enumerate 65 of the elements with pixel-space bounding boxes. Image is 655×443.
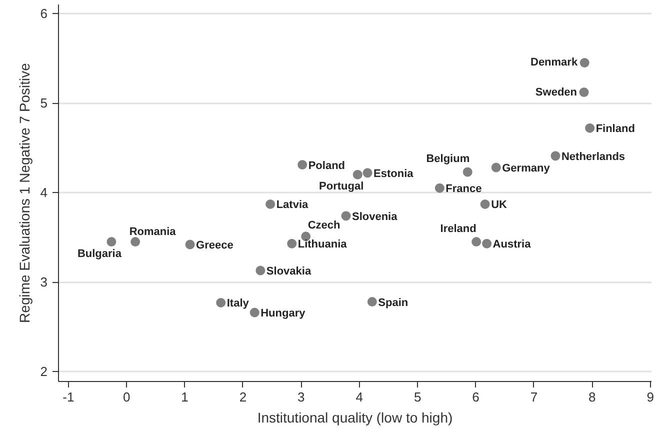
point (266, 199, 276, 209)
y-tick-label: 2 (40, 364, 48, 380)
annotation: Lithuania (298, 238, 348, 251)
annotation: Slovakia (266, 265, 312, 278)
x-axis-title: Institutional quality (low to high) (257, 410, 453, 426)
annotation: Hungary (260, 308, 306, 320)
y-tick-label: 5 (40, 96, 48, 111)
point (472, 237, 482, 247)
annotation: Romania (129, 226, 177, 238)
point (585, 123, 595, 133)
x-tick-label: 8 (588, 390, 596, 404)
annotation: Portugal (319, 180, 364, 193)
point (216, 298, 226, 308)
point (579, 88, 589, 97)
annotation: Czech (308, 219, 341, 232)
y-tick-label: 4 (40, 185, 48, 200)
y-tick-label: 3 (40, 274, 48, 290)
annotation: Italy (226, 298, 250, 310)
annotation: Belgium (426, 152, 470, 165)
x-tick-label: 7 (530, 390, 538, 404)
x-tick-label: 0 (122, 390, 130, 404)
annotation: Spain (378, 296, 408, 309)
x-tick-label: -1 (62, 390, 74, 404)
annotation: Austria (492, 238, 532, 251)
point (362, 168, 372, 178)
point (130, 237, 140, 247)
x-tick-label: 4 (356, 390, 363, 404)
annotation: Finland (596, 123, 635, 136)
annotation: France (446, 183, 482, 196)
point (287, 238, 297, 248)
annotation: Estonia (374, 168, 414, 180)
point (434, 183, 444, 193)
annotation: Germany (502, 162, 551, 174)
point (550, 151, 560, 161)
point (491, 162, 501, 172)
point (341, 211, 351, 221)
annotation: Ireland (440, 222, 476, 235)
annotation: Poland (308, 160, 346, 172)
annotation: Sweden (535, 86, 578, 98)
x-tick-label: 1 (181, 390, 188, 404)
point (462, 167, 472, 177)
x-tick-label: 6 (472, 390, 480, 404)
point (298, 160, 308, 170)
x-tick-label: 3 (298, 390, 305, 404)
point (367, 297, 377, 307)
y-tick-label: 6 (40, 6, 48, 21)
point (250, 308, 260, 318)
point (482, 238, 492, 248)
y-axis-title: Regime Evaluations 1 Negative 7 Positive (16, 62, 32, 323)
annotation: Bulgaria (77, 248, 122, 260)
point (256, 266, 266, 276)
point (106, 237, 116, 247)
point (480, 199, 490, 209)
x-tick-label: 9 (646, 390, 654, 404)
x-tick-label: 5 (414, 390, 422, 404)
point (580, 58, 590, 68)
x-tick-label: 2 (239, 390, 247, 404)
annotation: Latvia (276, 199, 309, 212)
annotation: Denmark (530, 56, 578, 69)
annotation: Slovenia (352, 210, 398, 223)
annotation: Netherlands (561, 150, 626, 163)
point (185, 240, 195, 250)
annotation: Greece (196, 239, 234, 252)
point (352, 170, 362, 180)
annotation: UK (491, 199, 508, 212)
